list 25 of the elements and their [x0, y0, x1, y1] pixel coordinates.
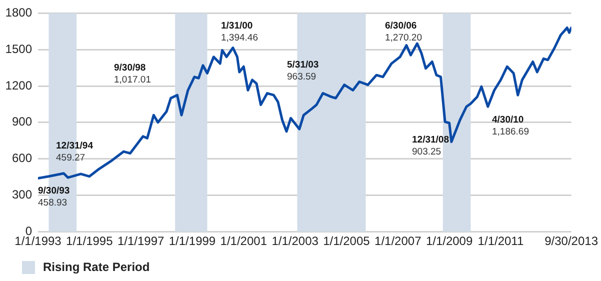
x-tick-label: 1/1/1995 — [66, 234, 114, 248]
annotation: 1/31/00 1,394.46 — [221, 20, 258, 44]
annotation: 9/30/93 458.93 — [38, 185, 70, 208]
annotation: 9/30/98 1,017.01 — [114, 62, 151, 86]
annotation: 12/31/08 903.25 — [412, 134, 449, 158]
x-tick-label: 1/1/2003 — [272, 234, 319, 248]
y-tick-label: 600 — [12, 151, 32, 166]
y-tick-label: 1200 — [5, 78, 32, 92]
legend-label: Rising Rate Period — [43, 260, 150, 274]
annotation: 12/31/94 459.27 — [56, 140, 94, 164]
y-tick-label: 1800 — [5, 6, 32, 20]
x-tick-label: 9/30/2013 — [544, 234, 598, 248]
annotation: 6/30/06 1,270.20 — [385, 20, 422, 44]
x-tick-label: 1/1/1999 — [168, 234, 216, 248]
x-tick-label: 1/1/2007 — [374, 234, 422, 248]
y-tick-label: 1500 — [5, 42, 32, 56]
annotation: 4/30/10 1,186.69 — [492, 114, 529, 138]
x-tick-label: 1/1/2005 — [323, 234, 370, 248]
y-tick-label: 900 — [12, 114, 32, 129]
y-tick-label: 300 — [12, 188, 32, 202]
annotation: 5/31/03 963.59 — [287, 59, 319, 82]
x-tick-label: 1/1/2001 — [220, 234, 268, 248]
x-tick-label: 1/1/1997 — [117, 234, 165, 248]
x-tick-label: 1/1/2011 — [478, 234, 524, 248]
x-tick-label: 1/1/2009 — [426, 234, 473, 248]
